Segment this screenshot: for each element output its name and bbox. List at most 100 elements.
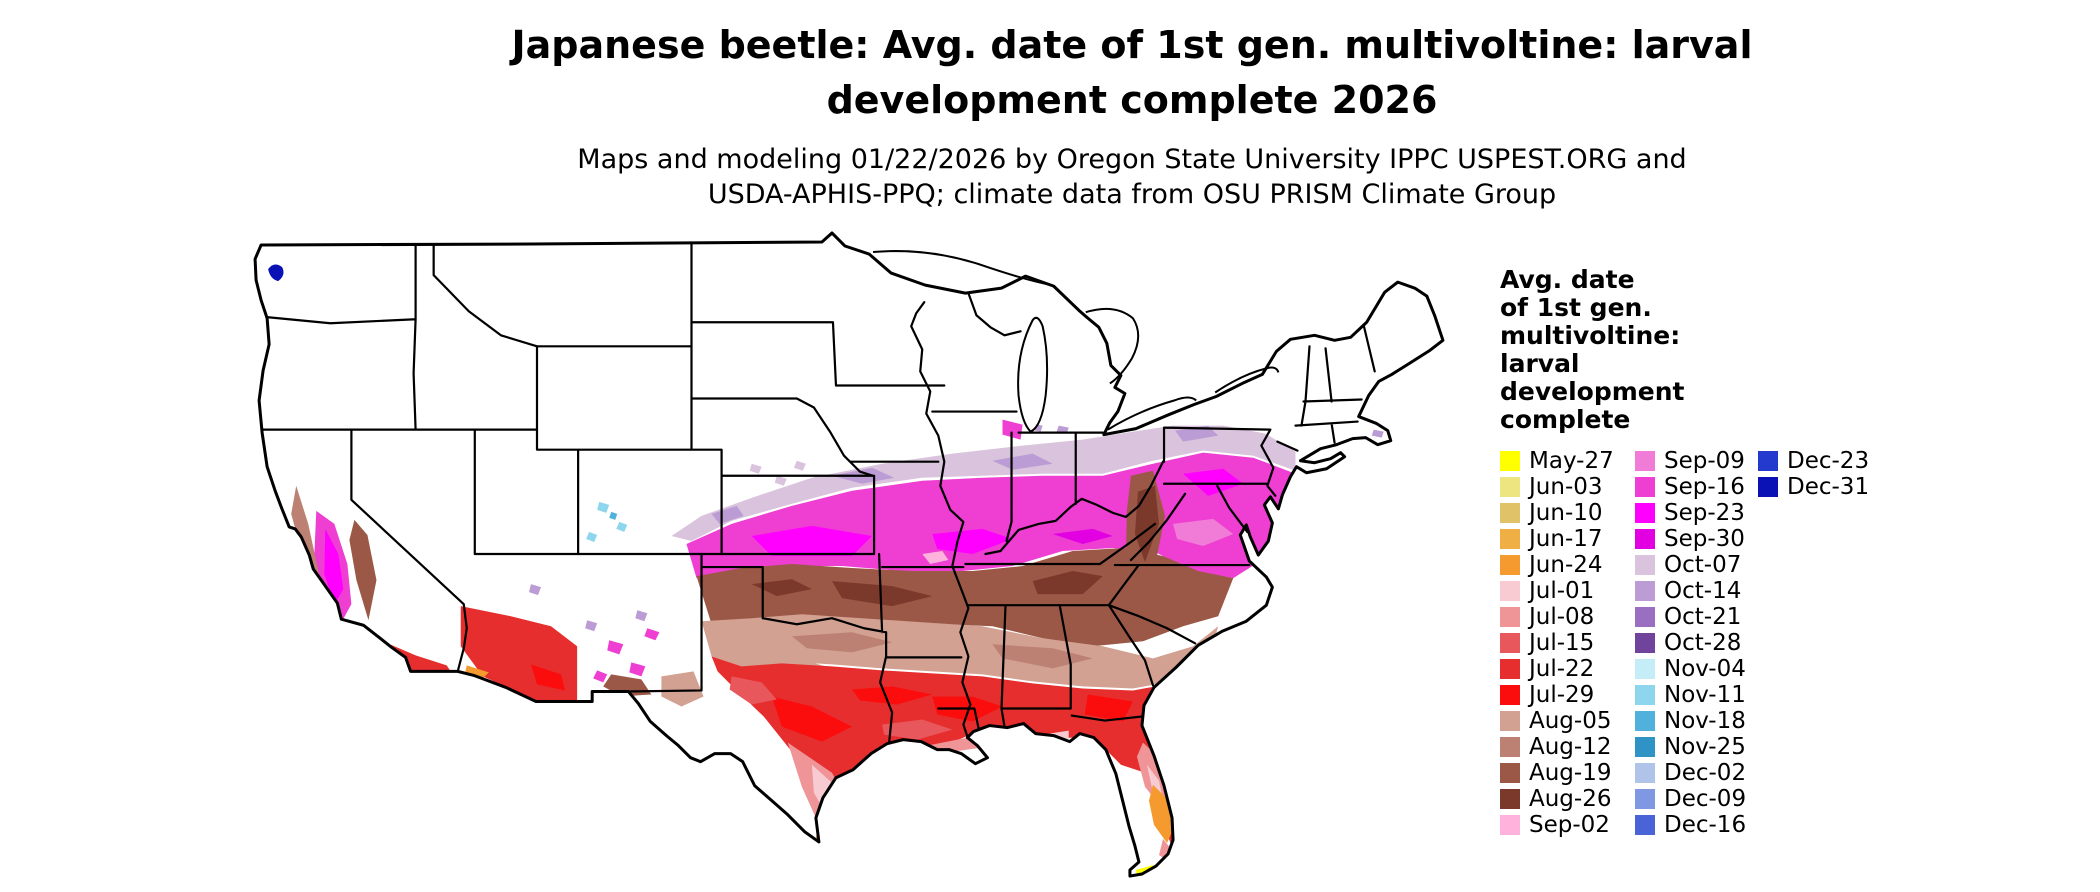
legend-swatch — [1635, 789, 1655, 809]
legend-swatch — [1635, 529, 1655, 549]
legend-label: Sep-09 — [1664, 448, 1745, 474]
legend-label: Aug-12 — [1529, 734, 1612, 760]
legend-label: Dec-16 — [1664, 812, 1747, 838]
legend-row: Aug-19 — [1500, 760, 1635, 786]
legend-swatch — [1500, 451, 1520, 471]
legend-label: Sep-02 — [1529, 812, 1610, 838]
legend-swatch — [1500, 477, 1520, 497]
legend-swatch — [1635, 763, 1655, 783]
legend-row: Nov-04 — [1635, 656, 1758, 682]
legend-swatch — [1635, 633, 1655, 653]
legend-row: Oct-28 — [1635, 630, 1758, 656]
legend-swatch — [1635, 581, 1655, 601]
legend-swatch — [1758, 477, 1778, 497]
map-region-sep23-patches — [324, 468, 1244, 605]
legend-row: Sep-16 — [1635, 474, 1758, 500]
legend-row: Sep-23 — [1635, 500, 1758, 526]
map-region-sep02-patches — [922, 550, 949, 565]
legend-swatch — [1500, 581, 1520, 601]
legend-row: Aug-26 — [1500, 786, 1635, 812]
legend-label: Oct-28 — [1664, 630, 1742, 656]
legend-swatch — [1635, 451, 1655, 471]
legend-label: Sep-30 — [1664, 526, 1745, 552]
legend-swatch — [1500, 815, 1520, 835]
legend-swatch — [1500, 763, 1520, 783]
legend-row: Dec-16 — [1635, 812, 1758, 838]
legend-swatch — [1500, 685, 1520, 705]
us-national-border — [253, 231, 1445, 878]
legend-row: Jun-10 — [1500, 500, 1635, 526]
map-region-dec31-blob — [268, 264, 284, 282]
legend: Avg. date of 1st gen. multivoltine: larv… — [1500, 265, 2060, 838]
legend-label: Sep-16 — [1664, 474, 1745, 500]
legend-row: Dec-02 — [1635, 760, 1758, 786]
legend-row: Jul-08 — [1500, 604, 1635, 630]
legend-label: Aug-26 — [1529, 786, 1612, 812]
legend-label: Jul-22 — [1529, 656, 1595, 682]
legend-label: Nov-18 — [1664, 708, 1746, 734]
legend-label: Jun-24 — [1529, 552, 1603, 578]
legend-row: Jul-01 — [1500, 578, 1635, 604]
legend-label: Dec-23 — [1787, 448, 1870, 474]
legend-label: Oct-21 — [1664, 604, 1742, 630]
legend-swatch — [1635, 659, 1655, 679]
legend-swatch — [1635, 607, 1655, 627]
map-region-nov18-specks — [609, 511, 618, 520]
legend-swatch — [1635, 685, 1655, 705]
legend-label: Nov-11 — [1664, 682, 1746, 708]
legend-swatch — [1635, 477, 1655, 497]
legend-swatch — [1758, 451, 1778, 471]
legend-label: Jul-01 — [1529, 578, 1595, 604]
legend-row: Aug-12 — [1500, 734, 1635, 760]
us-map-svg — [253, 231, 1445, 878]
legend-row: Sep-30 — [1635, 526, 1758, 552]
legend-label: Jun-17 — [1529, 526, 1603, 552]
map-region-jul15-patches — [729, 676, 953, 740]
legend-row: Jun-03 — [1500, 474, 1635, 500]
legend-swatch — [1500, 789, 1520, 809]
legend-swatch — [1635, 503, 1655, 523]
legend-row: Oct-14 — [1635, 578, 1758, 604]
legend-label: Aug-19 — [1529, 760, 1612, 786]
legend-swatch — [1500, 711, 1520, 731]
legend-row: Nov-25 — [1635, 734, 1758, 760]
legend-label: May-27 — [1529, 448, 1614, 474]
map-region-jul22-band — [340, 606, 1209, 845]
legend-swatch — [1635, 555, 1655, 575]
legend-label: Oct-07 — [1664, 552, 1742, 578]
legend-column-1: May-27 Jun-03 Jun-10 Jun-17 Jun-24 Jul-01 Jul-… — [1500, 448, 1635, 838]
legend-column-2: Sep-09 Sep-16 Sep-23 Sep-30 Oct-07 Oct-14 Oct-… — [1635, 448, 1758, 838]
legend-row: Dec-31 — [1758, 474, 1869, 500]
legend-swatch — [1635, 815, 1655, 835]
legend-label: Dec-09 — [1664, 786, 1747, 812]
legend-label: Jun-10 — [1529, 500, 1603, 526]
legend-swatch — [1500, 529, 1520, 549]
legend-swatch — [1500, 607, 1520, 627]
header: Japanese beetle: Avg. date of 1st gen. m… — [164, 18, 2100, 212]
lake-michigan — [1017, 316, 1049, 433]
legend-row: Nov-18 — [1635, 708, 1758, 734]
legend-label: Nov-25 — [1664, 734, 1746, 760]
legend-label: Dec-02 — [1664, 760, 1747, 786]
lake-superior-shore — [873, 250, 1052, 287]
legend-row: Jul-22 — [1500, 656, 1635, 682]
legend-row: Oct-21 — [1635, 604, 1758, 630]
map-region-sep30-patches — [1052, 528, 1113, 544]
legend-label: Dec-31 — [1787, 474, 1870, 500]
state-boundaries — [262, 241, 1376, 744]
legend-column-3: Dec-23 Dec-31 — [1758, 448, 1869, 500]
legend-label: Nov-04 — [1664, 656, 1746, 682]
legend-row: Aug-05 — [1500, 708, 1635, 734]
legend-row: Jun-24 — [1500, 552, 1635, 578]
legend-title: Avg. date of 1st gen. multivoltine: larv… — [1500, 265, 1685, 434]
legend-label: Jul-08 — [1529, 604, 1595, 630]
legend-swatch — [1500, 503, 1520, 523]
map-region-oct07-band — [671, 425, 1296, 541]
legend-label: Sep-23 — [1664, 500, 1745, 526]
legend-swatch — [1635, 737, 1655, 757]
map-region-nov11-specks — [586, 501, 628, 542]
lake-erie-shore — [1107, 396, 1197, 431]
great-lakes — [873, 250, 1280, 433]
legend-swatch — [1635, 711, 1655, 731]
